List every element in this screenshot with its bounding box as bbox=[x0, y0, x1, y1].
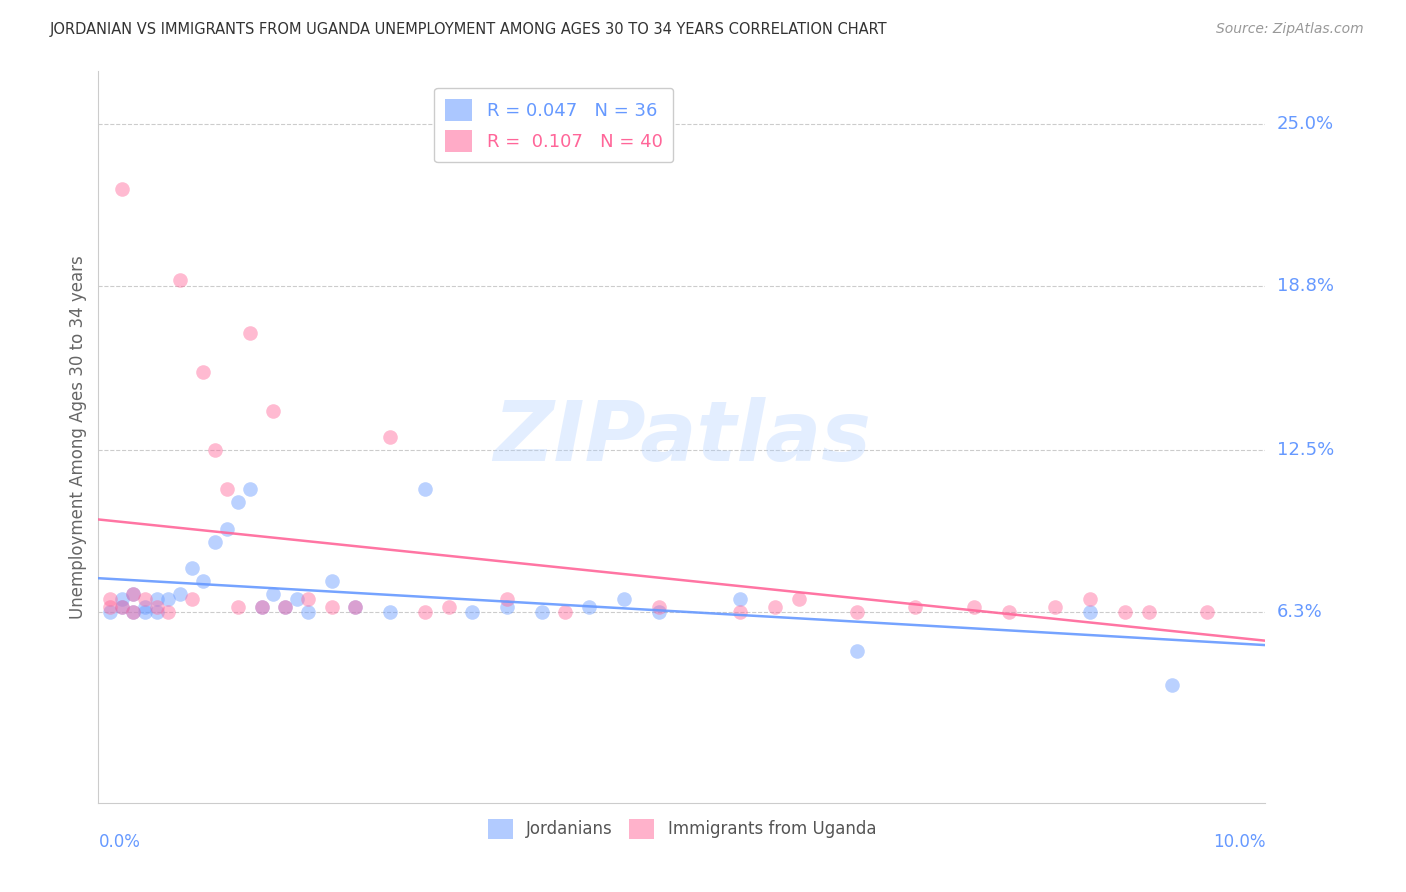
Point bbox=[344, 599, 367, 614]
Text: Source: ZipAtlas.com: Source: ZipAtlas.com bbox=[1216, 22, 1364, 37]
Point bbox=[1114, 605, 1136, 619]
Y-axis label: Unemployment Among Ages 30 to 34 years: Unemployment Among Ages 30 to 34 years bbox=[69, 255, 87, 619]
Point bbox=[146, 599, 169, 614]
Point bbox=[612, 592, 634, 607]
Point bbox=[204, 534, 226, 549]
Point bbox=[1080, 592, 1102, 607]
Point bbox=[122, 605, 145, 619]
Point bbox=[647, 599, 669, 614]
Text: JORDANIAN VS IMMIGRANTS FROM UGANDA UNEMPLOYMENT AMONG AGES 30 TO 34 YEARS CORRE: JORDANIAN VS IMMIGRANTS FROM UGANDA UNEM… bbox=[49, 22, 887, 37]
Point bbox=[157, 605, 180, 619]
Point bbox=[250, 599, 273, 614]
Point bbox=[647, 605, 669, 619]
Point bbox=[239, 326, 262, 340]
Point bbox=[204, 443, 226, 458]
Point bbox=[437, 599, 460, 614]
Point bbox=[1137, 605, 1160, 619]
Point bbox=[215, 521, 238, 535]
Point bbox=[496, 599, 519, 614]
Point bbox=[169, 273, 191, 287]
Point bbox=[146, 605, 169, 619]
Point bbox=[763, 599, 786, 614]
Text: ZIPatlas: ZIPatlas bbox=[494, 397, 870, 477]
Point bbox=[297, 605, 319, 619]
Point bbox=[262, 587, 284, 601]
Point bbox=[530, 605, 553, 619]
Point bbox=[228, 495, 250, 509]
Point bbox=[193, 365, 215, 379]
Point bbox=[730, 605, 752, 619]
Point bbox=[193, 574, 215, 588]
Text: 25.0%: 25.0% bbox=[1277, 114, 1334, 133]
Point bbox=[111, 599, 134, 614]
Point bbox=[111, 599, 134, 614]
Point bbox=[846, 644, 869, 658]
Point bbox=[122, 605, 145, 619]
Text: 6.3%: 6.3% bbox=[1277, 603, 1322, 621]
Point bbox=[180, 592, 202, 607]
Point bbox=[413, 605, 436, 619]
Point bbox=[787, 592, 810, 607]
Point bbox=[380, 430, 402, 444]
Point bbox=[554, 605, 576, 619]
Text: 0.0%: 0.0% bbox=[98, 833, 141, 851]
Point bbox=[122, 587, 145, 601]
Point bbox=[98, 599, 121, 614]
Point bbox=[846, 605, 869, 619]
Point bbox=[98, 605, 121, 619]
Point bbox=[344, 599, 367, 614]
Point bbox=[274, 599, 297, 614]
Point bbox=[98, 592, 121, 607]
Point bbox=[997, 605, 1019, 619]
Point bbox=[122, 587, 145, 601]
Point bbox=[461, 605, 484, 619]
Point bbox=[578, 599, 600, 614]
Point bbox=[297, 592, 319, 607]
Point bbox=[321, 599, 343, 614]
Point bbox=[239, 483, 262, 497]
Point bbox=[1080, 605, 1102, 619]
Point bbox=[1045, 599, 1067, 614]
Text: 18.8%: 18.8% bbox=[1277, 277, 1333, 294]
Point bbox=[730, 592, 752, 607]
Point bbox=[285, 592, 308, 607]
Text: 10.0%: 10.0% bbox=[1213, 833, 1265, 851]
Legend: Jordanians, Immigrants from Uganda: Jordanians, Immigrants from Uganda bbox=[481, 812, 883, 846]
Point bbox=[380, 605, 402, 619]
Point bbox=[134, 605, 156, 619]
Point bbox=[134, 599, 156, 614]
Point bbox=[262, 404, 284, 418]
Point bbox=[228, 599, 250, 614]
Point bbox=[496, 592, 519, 607]
Point bbox=[321, 574, 343, 588]
Text: 12.5%: 12.5% bbox=[1277, 442, 1334, 459]
Point bbox=[413, 483, 436, 497]
Point bbox=[1195, 605, 1218, 619]
Point bbox=[904, 599, 927, 614]
Point bbox=[111, 592, 134, 607]
Point bbox=[1161, 678, 1184, 692]
Point bbox=[180, 560, 202, 574]
Point bbox=[215, 483, 238, 497]
Point bbox=[146, 592, 169, 607]
Point bbox=[274, 599, 297, 614]
Point bbox=[962, 599, 984, 614]
Point bbox=[111, 182, 134, 196]
Point bbox=[134, 592, 156, 607]
Point bbox=[250, 599, 273, 614]
Point bbox=[157, 592, 180, 607]
Point bbox=[169, 587, 191, 601]
